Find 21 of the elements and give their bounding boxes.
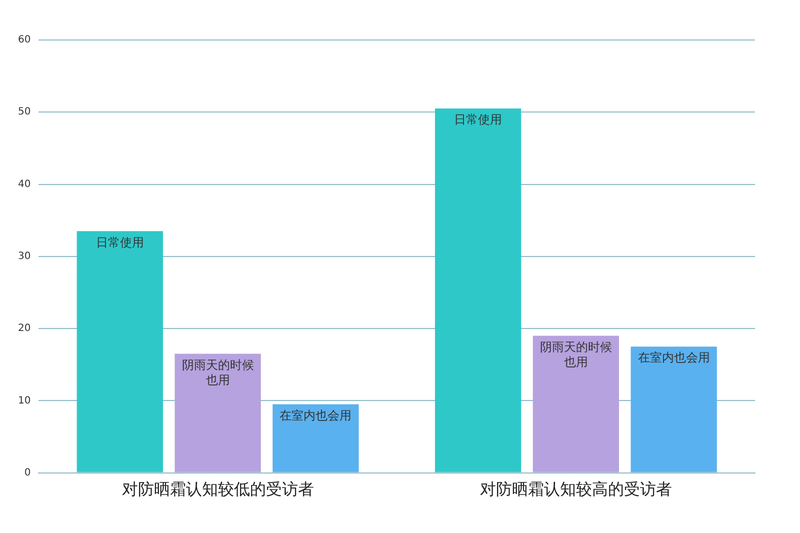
text: 日常使用 [454, 112, 502, 127]
y-tick-label: 60 [18, 34, 31, 46]
bar [434, 108, 522, 472]
y-tick-label: 10 [18, 395, 31, 406]
y-tick-label: 20 [18, 323, 31, 334]
bar [174, 354, 261, 472]
y-tick-label: 50 [18, 106, 31, 118]
text: 在室内也会用 [638, 350, 710, 365]
series-label: 在室内也会用 [280, 408, 352, 422]
bar [532, 336, 620, 472]
bar [272, 404, 359, 472]
series-label: 阴雨天的时候也用 [182, 358, 254, 387]
x-tick-label: 对防晒霜认知较低的受访者 [122, 480, 314, 499]
y-tick-label: 40 [18, 178, 31, 190]
y-tick-label: 0 [24, 467, 31, 478]
series-label: 日常使用 [96, 235, 144, 250]
x-tick-label: 对防晒霜认知较高的受访者 [480, 480, 672, 499]
y-tick-label: 30 [18, 250, 31, 262]
bar [630, 346, 717, 472]
text: 阴雨天的时候也用 [540, 340, 612, 369]
bar [76, 231, 163, 472]
